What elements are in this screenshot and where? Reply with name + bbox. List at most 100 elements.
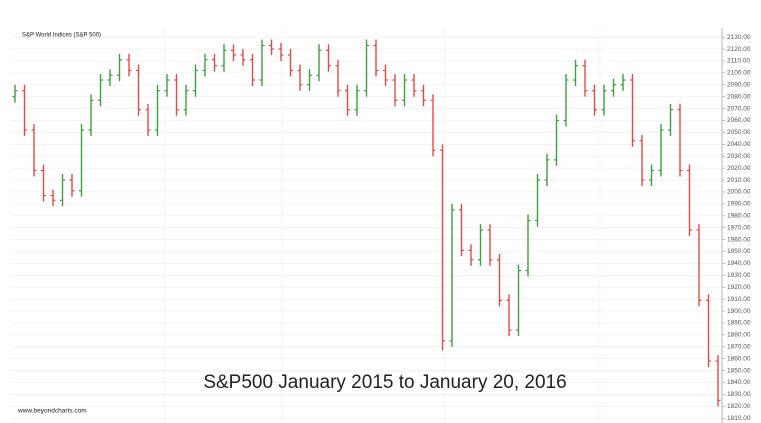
- ohlc-bar: [107, 69, 113, 86]
- y-tick-label: 2090.00: [727, 82, 751, 89]
- ohlc-bar: [221, 44, 227, 72]
- y-tick-label: 1890.00: [727, 320, 751, 327]
- ohlc-bar: [611, 78, 616, 97]
- ohlc-bar: [212, 53, 217, 72]
- y-tick-label: 2080.00: [727, 93, 751, 100]
- ohlc-bar: [50, 189, 56, 207]
- ohlc-bar: [449, 203, 455, 347]
- ohlc-bar: [326, 44, 331, 72]
- ohlc-bar: [592, 84, 597, 116]
- ohlc-bar: [145, 103, 151, 136]
- y-tick-label: 2040.00: [727, 141, 751, 148]
- ohlc-bar: [79, 124, 84, 197]
- ohlc-bar: [402, 74, 407, 107]
- y-tick-label: 2120.00: [727, 46, 751, 53]
- ohlc-bar: [430, 94, 436, 157]
- y-tick-label: 1940.00: [727, 260, 751, 267]
- ohlc-bar: [383, 64, 388, 86]
- y-tick-label: 1950.00: [727, 248, 751, 255]
- ohlc-bar: [525, 214, 531, 277]
- y-tick-label: 1920.00: [727, 284, 751, 291]
- y-tick-label: 1960.00: [727, 236, 751, 243]
- ohlc-bar: [69, 174, 75, 197]
- ohlc-bar: [535, 174, 540, 227]
- ohlc-bar: [269, 39, 274, 56]
- y-tick-label: 2110.00: [727, 58, 750, 65]
- ohlc-bar: [88, 94, 94, 136]
- ohlc-bar: [373, 39, 379, 77]
- ohlc-bar: [677, 103, 683, 177]
- y-tick-label: 2130.00: [727, 34, 751, 41]
- y-tick-label: 1860.00: [727, 355, 751, 362]
- ohlc-bar: [345, 84, 350, 116]
- source: www.beyondcharts.com: [17, 408, 87, 415]
- ohlc-bar: [22, 84, 27, 136]
- ohlc-bar: [31, 124, 37, 177]
- ohlc-bar: [98, 74, 103, 107]
- ohlc-bar: [582, 59, 588, 97]
- chart-title: S&P World Indices (S&P 500): [22, 33, 101, 39]
- ohlc-bar: [364, 39, 369, 97]
- ohlc-bar: [231, 44, 236, 61]
- ohlc-bar: [497, 253, 502, 307]
- y-tick-label: 2020.00: [727, 165, 751, 172]
- caption: S&P500 January 2015 to January 20, 2016: [203, 372, 566, 393]
- ohlc-bar: [668, 103, 673, 136]
- y-tick-label: 2000.00: [727, 189, 751, 196]
- ohlc-bar: [478, 224, 483, 266]
- y-tick-label: 1880.00: [727, 332, 751, 339]
- y-tick-label: 1850.00: [727, 367, 751, 374]
- ohlc-bar: [278, 43, 284, 61]
- ohlc-bar: [411, 74, 417, 97]
- ohlc-bar: [459, 203, 464, 257]
- ohlc-bar: [440, 144, 445, 351]
- ohlc-bar: [601, 84, 607, 116]
- ohlc-bar: [544, 153, 550, 187]
- ohlc-bar: [259, 39, 265, 86]
- ohlc-bar: [687, 164, 692, 237]
- y-tick-label: 1930.00: [727, 272, 751, 279]
- ohlc-bar: [240, 49, 246, 66]
- ohlc-bar: [164, 74, 170, 97]
- ohlc-bar: [573, 59, 578, 86]
- ohlc-bar: [335, 59, 341, 97]
- ohlc-bar: [696, 224, 702, 307]
- plot: 1810.00 1820.00 1830.00 1840.00 1850.00 1860.…: [10, 34, 751, 422]
- ohlc-bar: [354, 84, 360, 116]
- ohlc-bar: [297, 64, 303, 91]
- ohlc-bar: [12, 84, 18, 103]
- ohlc-bar: [658, 124, 664, 177]
- y-tick-label: 1840.00: [727, 379, 751, 386]
- ohlc-bar: [487, 224, 493, 266]
- y-tick-label: 1810.00: [727, 415, 751, 422]
- ohlc-bar: [307, 69, 312, 91]
- ohlc-bar: [202, 53, 208, 77]
- y-tick-label: 2100.00: [727, 70, 751, 77]
- ohlc-bar: [126, 53, 132, 77]
- ohlc-bar: [468, 244, 474, 266]
- ohlc-bar: [155, 84, 160, 136]
- ohlc-bar: [288, 49, 293, 77]
- ohlc-bar: [639, 134, 645, 187]
- ohlc-bar: [136, 64, 141, 116]
- y-tick-label: 1910.00: [727, 296, 751, 303]
- y-tick-label: 1970.00: [727, 224, 751, 231]
- ohlc-bar: [563, 74, 569, 127]
- y-tick-label: 2060.00: [727, 117, 751, 124]
- ohlc-bar: [250, 53, 255, 86]
- y-tick-label: 1990.00: [727, 201, 751, 208]
- ohlc-bar: [193, 64, 198, 97]
- ohlc-bar: [183, 84, 189, 116]
- ohlc-bar: [516, 264, 521, 337]
- ohlc-bar: [620, 74, 626, 91]
- y-tick-label: 1980.00: [727, 213, 751, 220]
- ohlc-bar: [60, 174, 65, 207]
- ohlc-bar: [630, 74, 635, 147]
- ohlc-bar: [715, 355, 721, 407]
- y-tick-label: 2070.00: [727, 105, 751, 112]
- ohlc-bar: [117, 53, 122, 82]
- y-tick-label: 1900.00: [727, 308, 751, 315]
- ohlc-bar: [316, 44, 322, 82]
